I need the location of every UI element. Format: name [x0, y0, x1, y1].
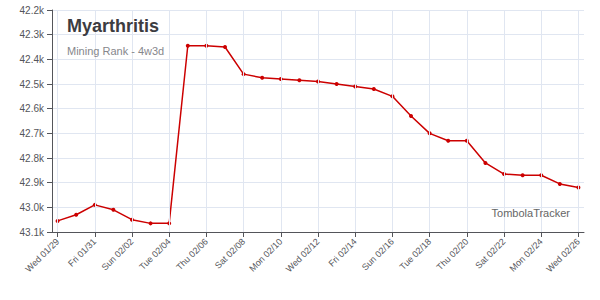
svg-text:43.0k: 43.0k [20, 202, 45, 213]
svg-text:Sun 02/02: Sun 02/02 [99, 236, 135, 272]
svg-text:Wed 02/26: Wed 02/26 [544, 236, 582, 274]
svg-text:Mon 02/24: Mon 02/24 [508, 236, 545, 273]
svg-text:Myarthritis: Myarthritis [67, 16, 159, 36]
svg-text:Sat 02/22: Sat 02/22 [473, 236, 507, 270]
svg-text:Thu 02/06: Thu 02/06 [174, 236, 210, 272]
svg-text:42.6k: 42.6k [20, 103, 45, 114]
svg-text:Wed 01/29: Wed 01/29 [23, 236, 61, 274]
svg-text:42.8k: 42.8k [20, 153, 45, 164]
svg-text:Tue 02/18: Tue 02/18 [398, 236, 433, 271]
svg-text:42.4k: 42.4k [20, 54, 45, 65]
svg-text:42.5k: 42.5k [20, 79, 45, 90]
svg-text:Sat 02/08: Sat 02/08 [213, 236, 247, 270]
svg-text:Sun 02/16: Sun 02/16 [360, 236, 396, 272]
svg-text:TombolaTracker: TombolaTracker [492, 207, 571, 219]
svg-text:Wed 02/12: Wed 02/12 [284, 236, 322, 274]
svg-text:Thu 02/20: Thu 02/20 [435, 236, 471, 272]
svg-text:Tue 02/04: Tue 02/04 [137, 236, 172, 271]
svg-text:43.1k: 43.1k [20, 227, 45, 238]
svg-text:Fri 01/31: Fri 01/31 [66, 236, 98, 268]
svg-text:Mon 02/10: Mon 02/10 [247, 236, 284, 273]
svg-text:Fri 02/14: Fri 02/14 [327, 236, 359, 268]
svg-text:42.2k: 42.2k [20, 5, 45, 16]
svg-text:42.7k: 42.7k [20, 128, 45, 139]
svg-text:42.3k: 42.3k [20, 29, 45, 40]
svg-text:Mining Rank - 4w3d: Mining Rank - 4w3d [67, 45, 164, 57]
svg-text:42.9k: 42.9k [20, 177, 45, 188]
